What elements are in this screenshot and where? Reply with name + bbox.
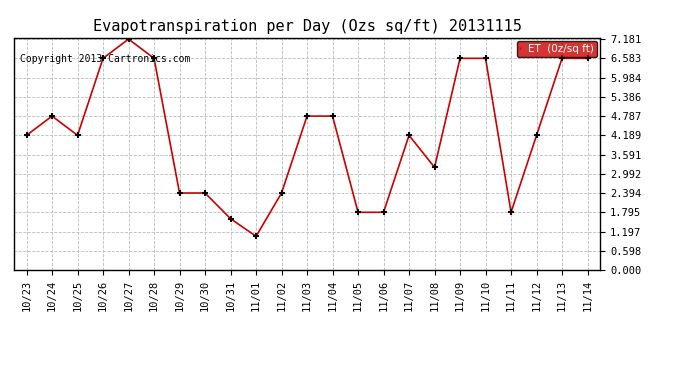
Title: Evapotranspiration per Day (Ozs sq/ft) 20131115: Evapotranspiration per Day (Ozs sq/ft) 2…: [92, 18, 522, 33]
Legend: ET  (0z/sq ft): ET (0z/sq ft): [517, 40, 597, 57]
Text: Copyright 2013 Cartronics.com: Copyright 2013 Cartronics.com: [19, 54, 190, 64]
